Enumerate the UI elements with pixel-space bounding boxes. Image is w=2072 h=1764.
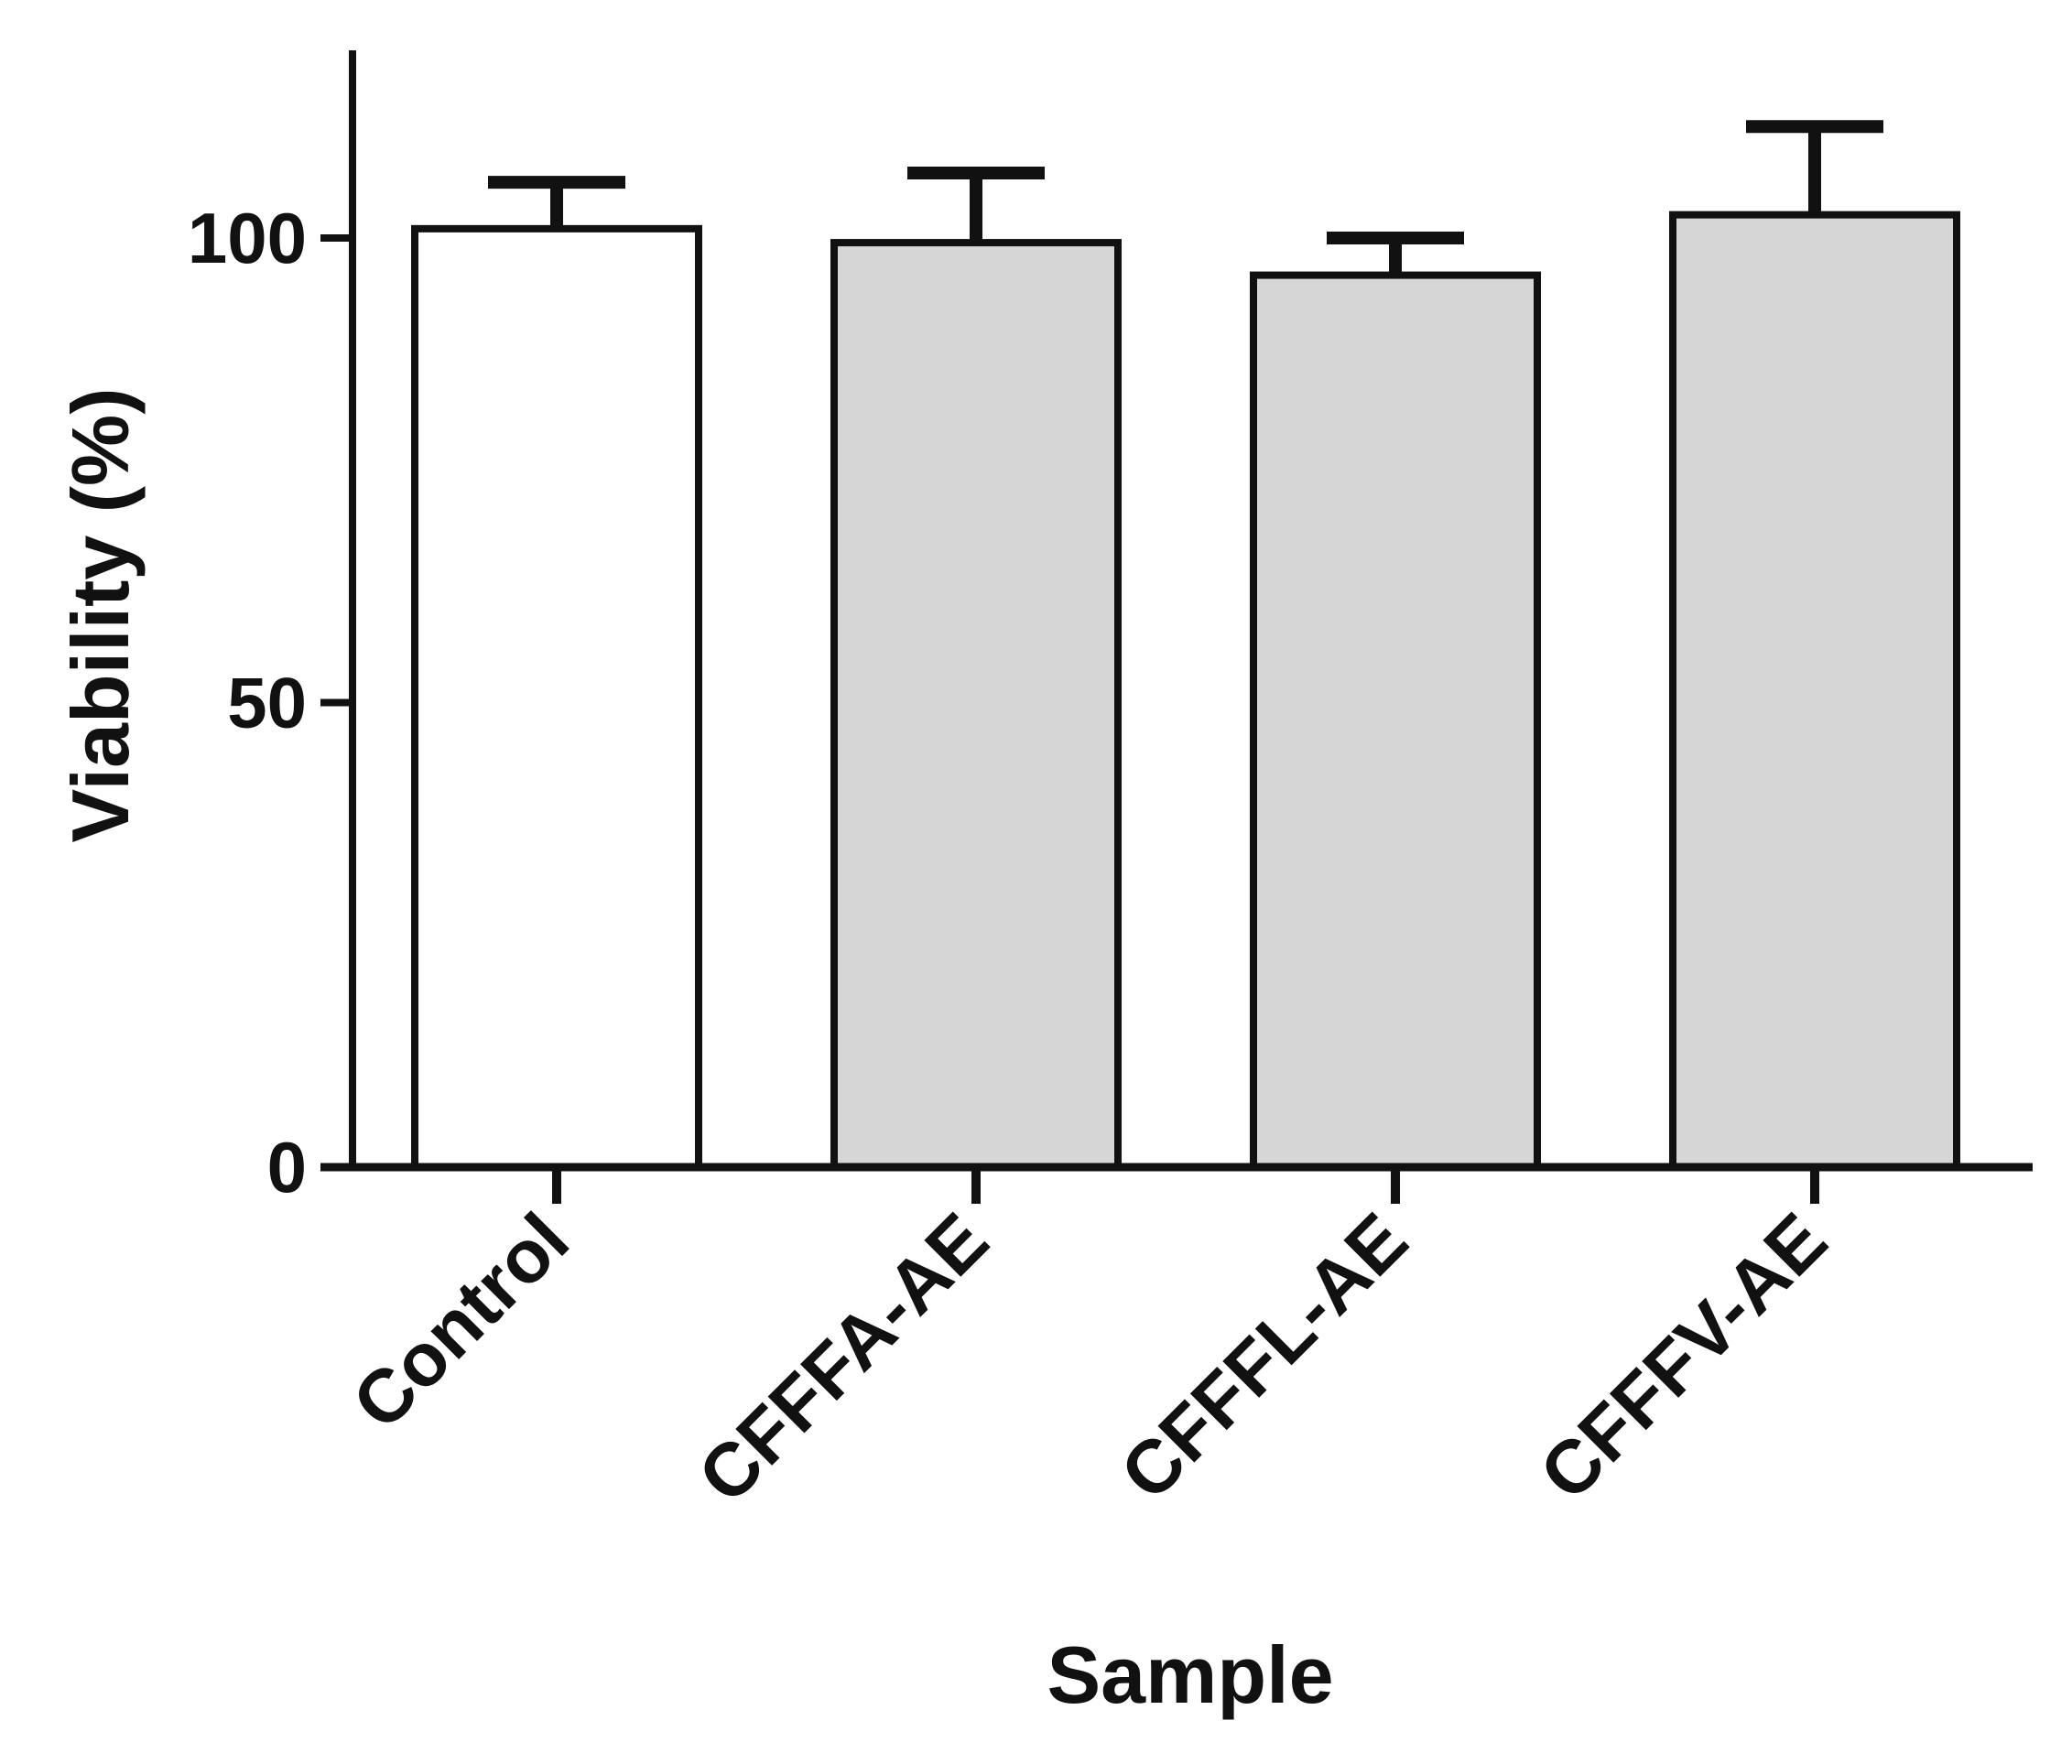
- x-tick-label-cfffl-ae: CFFFL-AE: [1105, 1197, 1424, 1516]
- x-tick-label-cfffa-ae: CFFFA-AE: [683, 1197, 1004, 1519]
- x-axis-title: Sample: [1047, 1629, 1333, 1720]
- axes-layer: [320, 50, 2033, 1204]
- bar-cfffl-ae: [1250, 271, 1541, 1172]
- y-tick-label-100: 100: [188, 198, 307, 278]
- y-tick-label-0: 0: [267, 1127, 307, 1207]
- y-tick-label-50: 50: [227, 663, 307, 743]
- bar-control: [411, 224, 702, 1172]
- bar-cfffa-ae: [830, 239, 1122, 1171]
- error-bars-layer: [488, 120, 1883, 276]
- y-axis-title: Viability (%): [55, 387, 146, 842]
- bars-layer: [411, 211, 1960, 1172]
- x-tick-label-cfffv-ae: CFFFV-AE: [1524, 1197, 1843, 1516]
- x-tick-label-control: Control: [337, 1197, 584, 1445]
- bar-cfffv-ae: [1669, 211, 1960, 1171]
